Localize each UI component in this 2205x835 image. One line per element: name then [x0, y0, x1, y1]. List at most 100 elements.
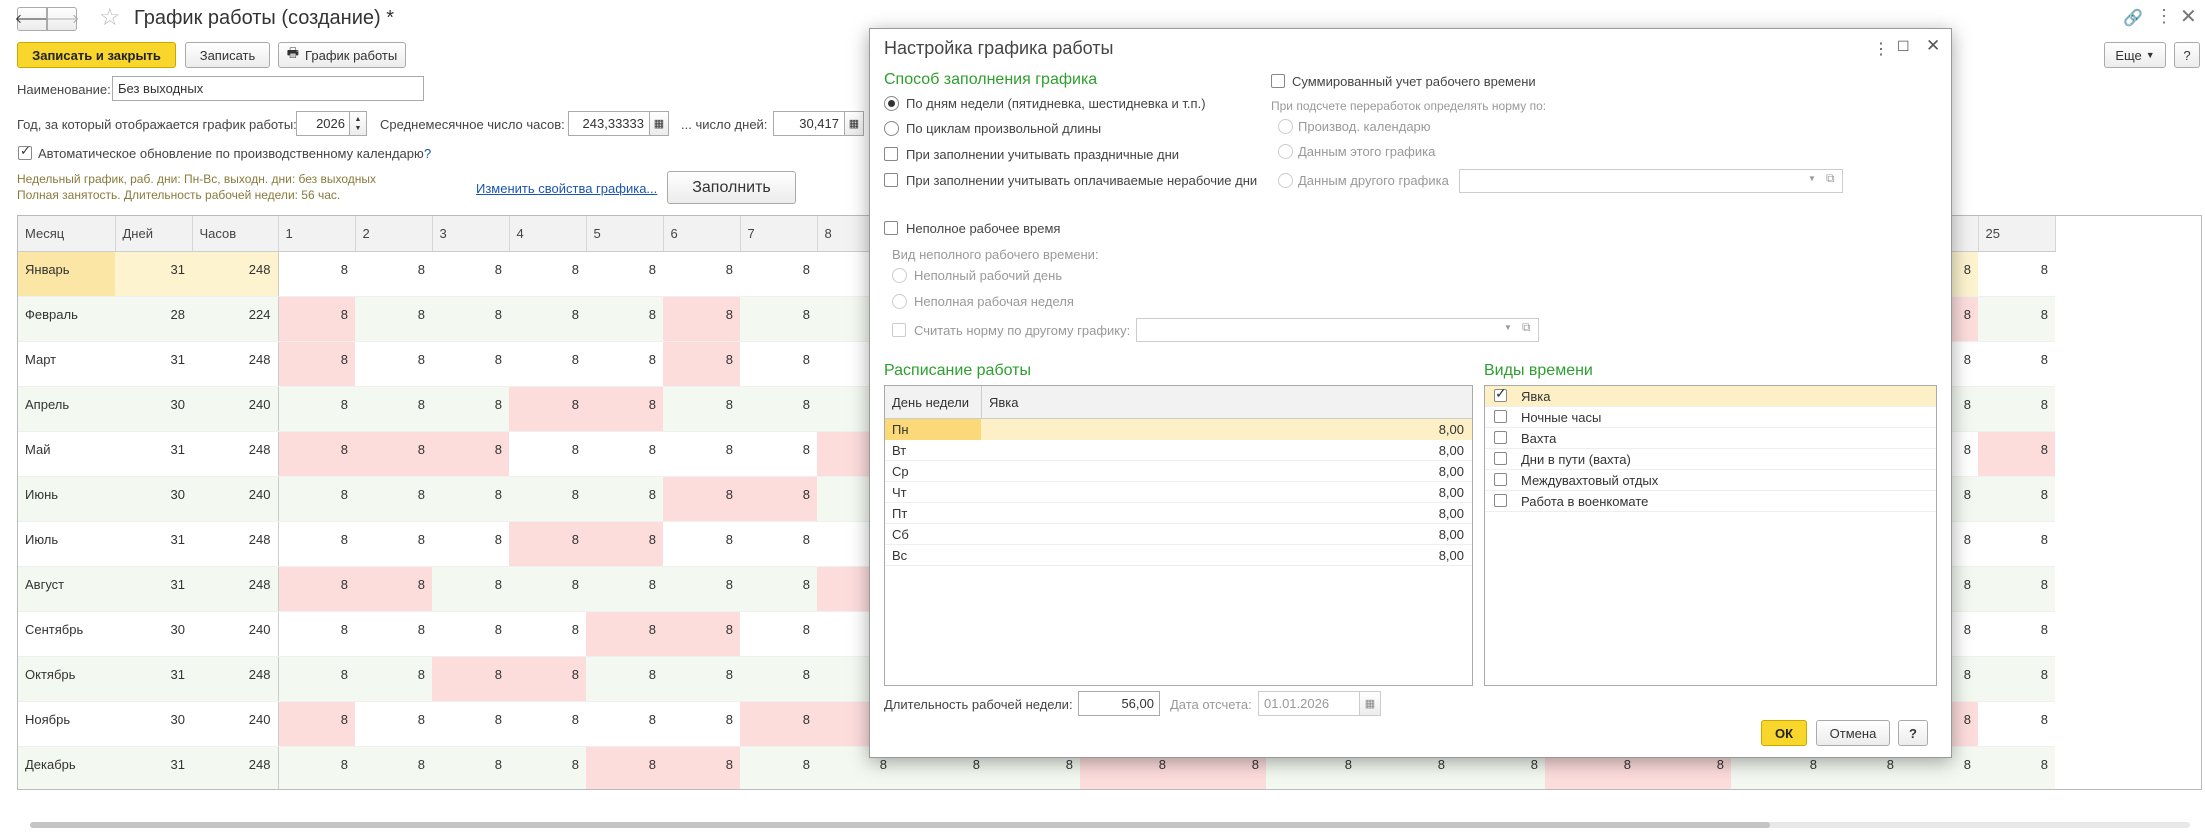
days-calc-button[interactable]: ▦ [844, 111, 864, 136]
ref-date-field[interactable]: 01.01.2026 [1258, 691, 1360, 716]
time-type-checkbox[interactable] [1494, 431, 1507, 444]
day-hours-cell[interactable]: 8 [1978, 656, 2055, 702]
month-cell[interactable]: Январь [18, 251, 115, 297]
ok-button[interactable]: ОК [1761, 720, 1807, 746]
day-hours-cell[interactable]: 8 [663, 746, 740, 789]
day-hours-cell[interactable]: 8 [509, 746, 586, 789]
day-hours-cell[interactable]: 8 [1978, 476, 2055, 522]
day-hours-cell[interactable]: 8 [432, 656, 509, 702]
norm-other-field[interactable] [1136, 318, 1539, 342]
day-hours-cell[interactable]: 8 [509, 476, 586, 522]
holidays-checkbox[interactable] [884, 147, 898, 161]
day-hours-cell[interactable]: 8 [586, 296, 663, 342]
day-hours-cell[interactable]: 8 [663, 341, 740, 387]
year-field[interactable]: 2026 [296, 111, 350, 136]
day-hours-cell[interactable]: 8 [663, 431, 740, 477]
day-hours-cell[interactable]: 8 [355, 611, 432, 657]
part-time-checkbox[interactable] [884, 221, 898, 235]
scrollbar-thumb[interactable] [30, 822, 1770, 828]
dialog-close-icon[interactable]: ✕ [1926, 36, 1941, 55]
hours-cell[interactable]: 248 [192, 521, 279, 567]
day-hours-cell[interactable]: 8 [663, 566, 740, 612]
horizontal-scrollbar[interactable] [30, 822, 2190, 828]
month-cell[interactable]: Май [18, 431, 115, 477]
col-day-7[interactable]: 7 [740, 216, 818, 252]
hours-cell[interactable]: 248 [192, 566, 279, 612]
radio-weekdays[interactable] [884, 96, 899, 111]
col-day-3[interactable]: 3 [432, 216, 510, 252]
days-cell[interactable]: 30 [115, 386, 192, 432]
day-hours-cell[interactable]: 8 [355, 566, 432, 612]
time-type-checkbox[interactable] [1494, 494, 1507, 507]
col-month[interactable]: Месяц [18, 216, 116, 252]
day-hours-cell[interactable]: 8 [1978, 386, 2055, 432]
day-hours-cell[interactable]: 8 [740, 476, 817, 522]
day-hours-cell[interactable]: 8 [663, 656, 740, 702]
time-type-checkbox[interactable] [1494, 410, 1507, 423]
radio-part-day[interactable] [892, 268, 907, 283]
day-hours-cell[interactable]: 8 [278, 251, 355, 297]
hours-cell[interactable]: 240 [192, 701, 279, 747]
days-cell[interactable]: 31 [115, 341, 192, 387]
time-type-row[interactable]: Вахта [1485, 428, 1936, 449]
schedule-row[interactable]: Чт 8,00 [885, 482, 1472, 503]
norm-other-checkbox[interactable] [892, 323, 906, 337]
day-hours-cell[interactable]: 8 [278, 296, 355, 342]
calendar-picker-button[interactable]: ▦ [1359, 691, 1381, 716]
day-hours-cell[interactable]: 8 [1978, 566, 2055, 612]
day-hours-cell[interactable]: 8 [663, 386, 740, 432]
day-hours-cell[interactable]: 8 [586, 341, 663, 387]
radio-cycles[interactable] [884, 121, 899, 136]
paid-nonwork-checkbox[interactable] [884, 173, 898, 187]
day-hours-cell[interactable]: 8 [586, 746, 663, 789]
day-hours-cell[interactable]: 8 [663, 521, 740, 567]
col-day-4[interactable]: 4 [509, 216, 587, 252]
schedule-row[interactable]: Вт 8,00 [885, 440, 1472, 461]
day-hours-cell[interactable]: 8 [509, 431, 586, 477]
dialog-help-button[interactable]: ? [1898, 720, 1928, 746]
day-hours-cell[interactable]: 8 [278, 701, 355, 747]
more-vertical-icon[interactable]: ⋮ [2155, 6, 2173, 26]
col-weekday[interactable]: День недели [892, 395, 969, 410]
day-hours-cell[interactable]: 8 [355, 476, 432, 522]
day-hours-cell[interactable]: 8 [740, 296, 817, 342]
schedule-print-button[interactable]: 🖶 График работы [278, 42, 406, 68]
link-icon[interactable]: 🔗 [2123, 10, 2143, 27]
day-hours-cell[interactable]: 8 [586, 431, 663, 477]
day-hours-cell[interactable]: 8 [586, 521, 663, 567]
day-hours-cell[interactable]: 8 [278, 566, 355, 612]
col-day-1[interactable]: 1 [278, 216, 356, 252]
day-hours-cell[interactable]: 8 [432, 251, 509, 297]
time-type-checkbox[interactable] [1494, 452, 1507, 465]
save-close-button[interactable]: Записать и закрыть [17, 42, 176, 68]
auto-update-help-icon[interactable]: ? [424, 146, 432, 161]
day-hours-cell[interactable]: 8 [509, 701, 586, 747]
day-hours-cell[interactable]: 8 [740, 341, 817, 387]
hours-cell[interactable]: 240 [192, 476, 279, 522]
day-hours-cell[interactable]: 8 [817, 746, 894, 789]
day-hours-cell[interactable]: 8 [278, 431, 355, 477]
day-hours-cell[interactable]: 8 [432, 611, 509, 657]
day-hours-cell[interactable]: 8 [432, 701, 509, 747]
day-hours-cell[interactable]: 8 [355, 296, 432, 342]
days-cell[interactable]: 31 [115, 656, 192, 702]
auto-update-checkbox[interactable]: ✓ [18, 143, 32, 160]
schedule-row[interactable]: Пн 8,00 [885, 419, 1472, 440]
day-hours-cell[interactable]: 8 [1978, 611, 2055, 657]
day-hours-cell[interactable]: 8 [355, 656, 432, 702]
hours-cell[interactable]: 240 [192, 386, 279, 432]
month-cell[interactable]: Ноябрь [18, 701, 115, 747]
hours-cell[interactable]: 240 [192, 611, 279, 657]
day-hours-cell[interactable]: 8 [740, 521, 817, 567]
month-cell[interactable]: Март [18, 341, 115, 387]
schedule-row[interactable]: Вс 8,00 [885, 545, 1472, 566]
day-hours-cell[interactable]: 8 [1978, 701, 2055, 747]
day-hours-cell[interactable]: 8 [740, 611, 817, 657]
month-cell[interactable]: Июль [18, 521, 115, 567]
time-type-checkbox[interactable]: ✓ [1494, 385, 1507, 402]
day-hours-cell[interactable]: 8 [432, 386, 509, 432]
col-day-2[interactable]: 2 [355, 216, 433, 252]
dialog-maximize-icon[interactable]: ☐ [1897, 38, 1910, 54]
radio-prod-calendar[interactable] [1278, 119, 1293, 134]
open-link-icon[interactable]: ⧉ [1826, 171, 1835, 185]
